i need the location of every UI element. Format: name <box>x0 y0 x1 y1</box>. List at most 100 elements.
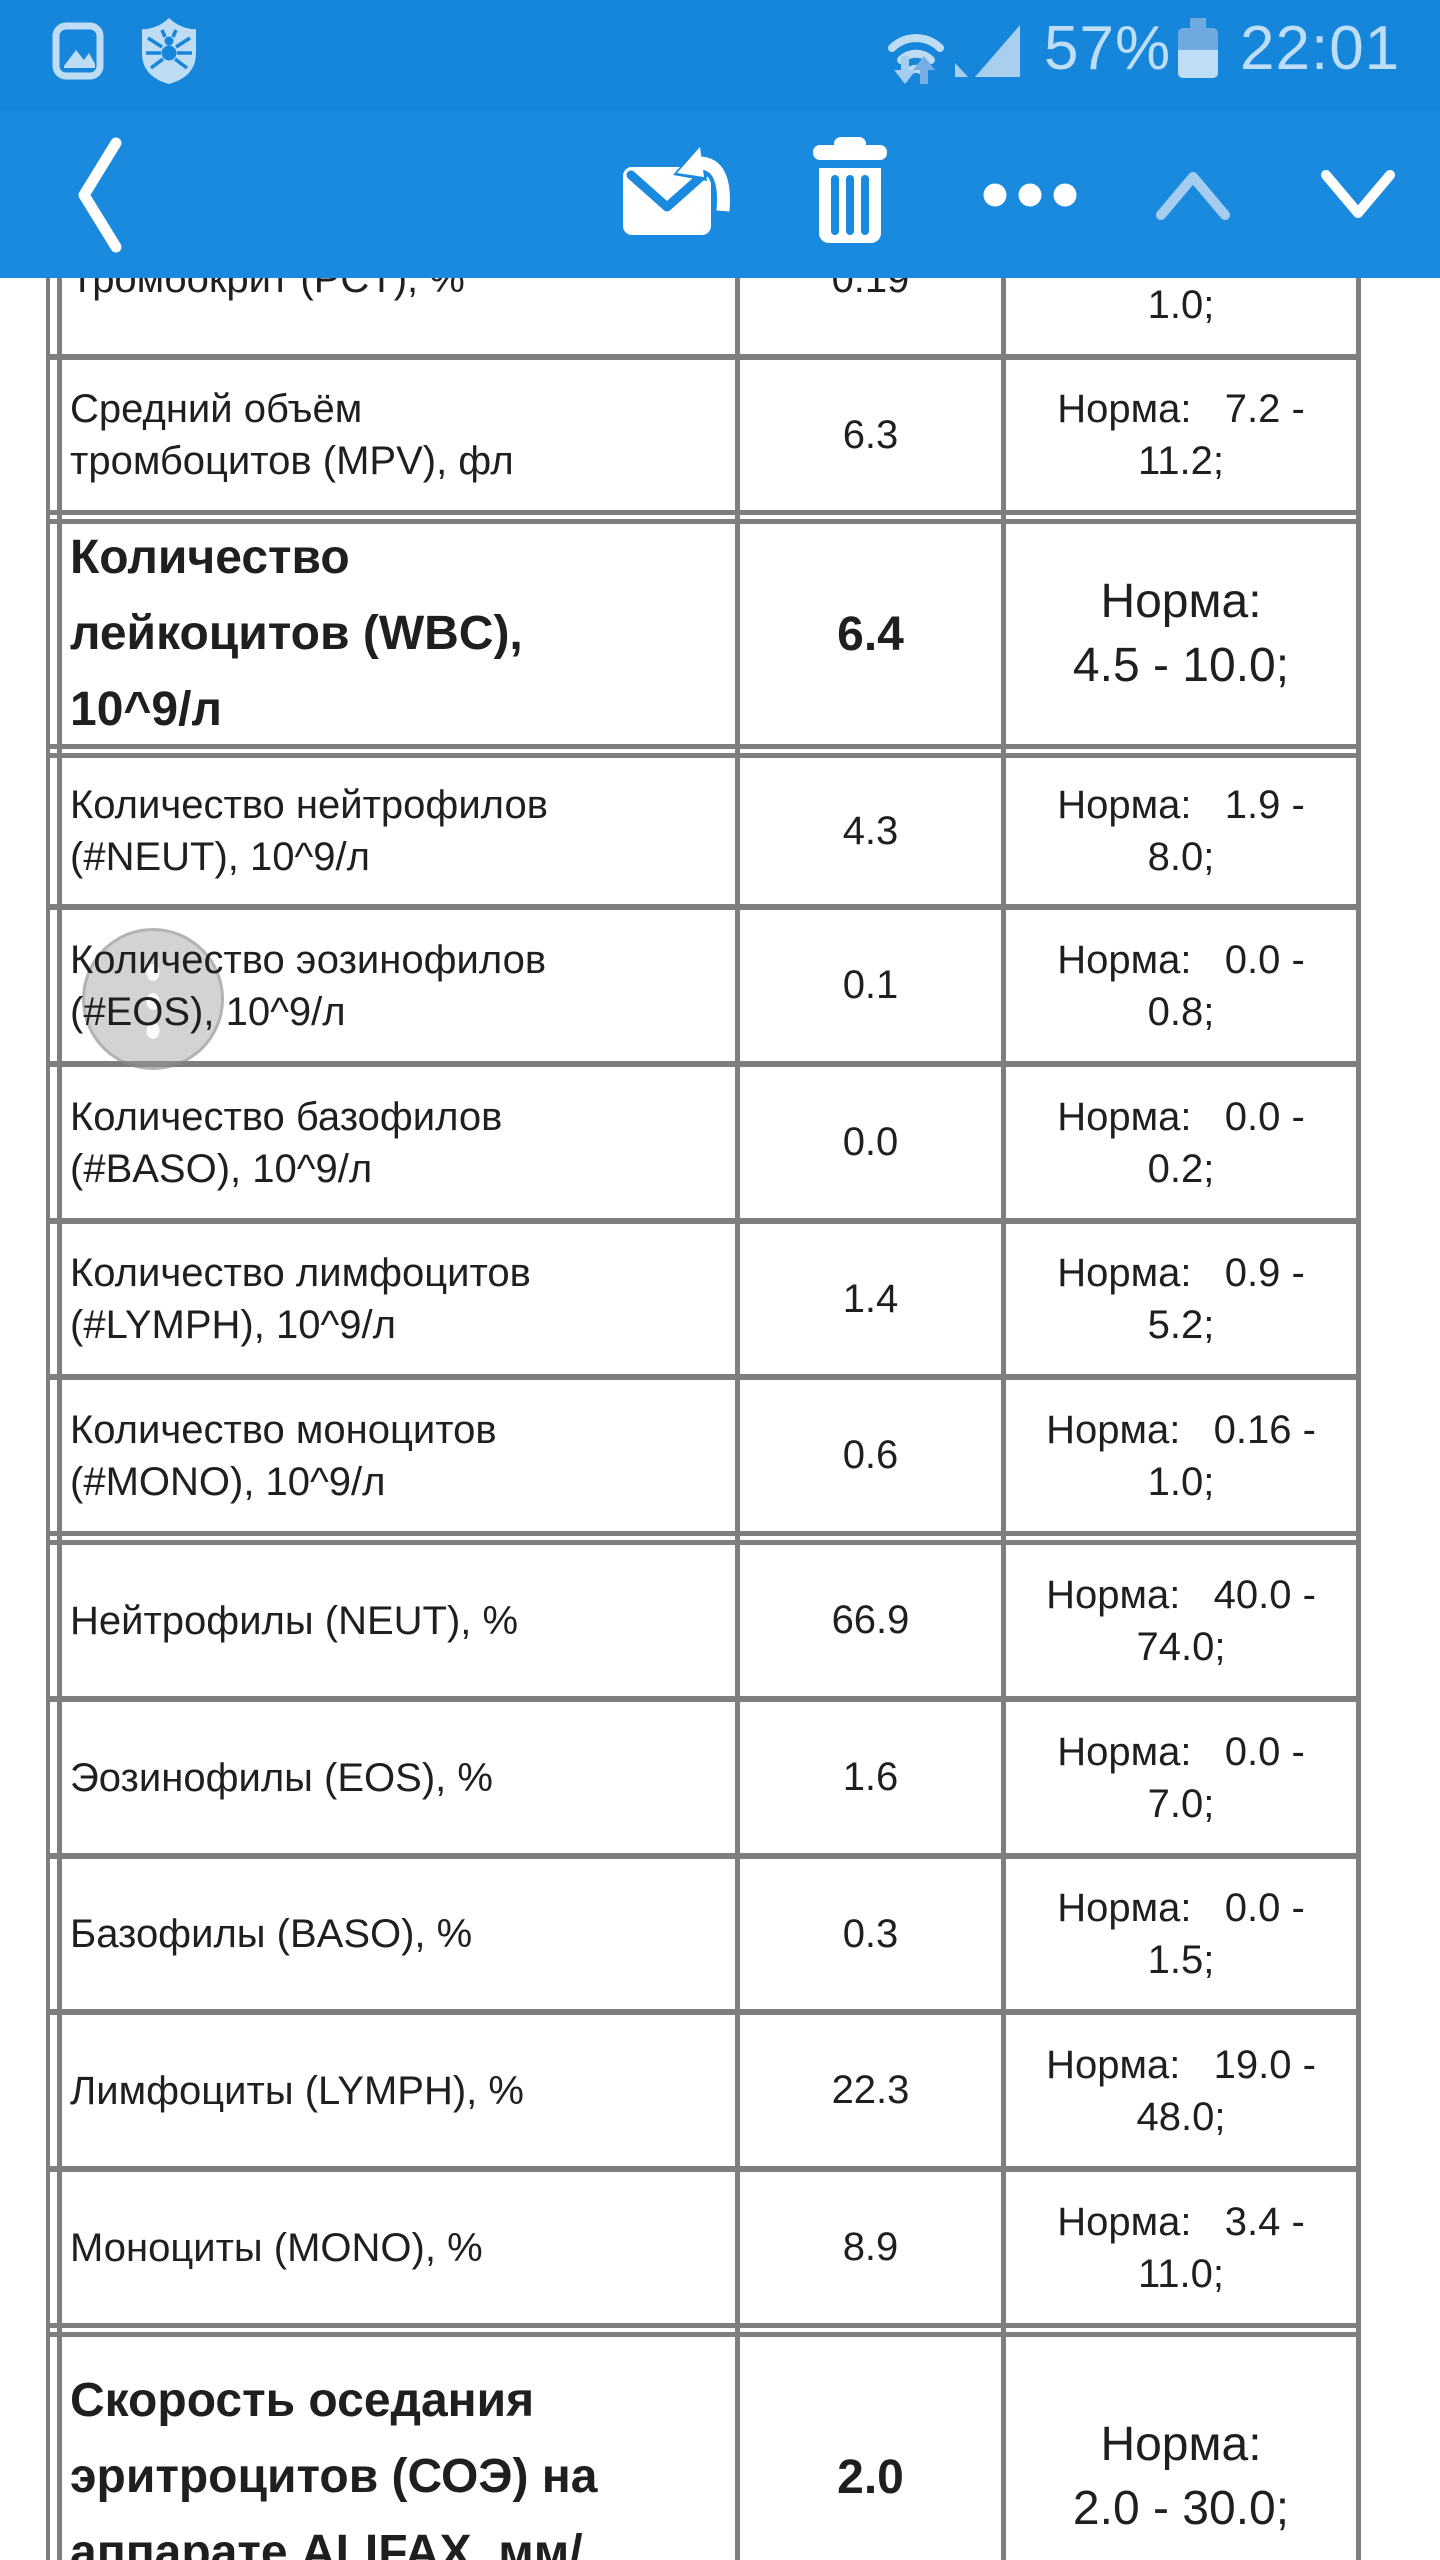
reference-range-cell: Норма: 0.0 - 7.0; <box>1057 1729 1305 1826</box>
result-value-cell: 1.6 <box>842 1755 899 1799</box>
move-to-mail-button[interactable] <box>600 111 750 278</box>
parameter-name-cell: Количество моноцитов (#MONO), 10^9/л <box>70 1407 497 1504</box>
ellipsis-icon <box>983 183 1077 206</box>
chevron-up-icon <box>1155 171 1230 220</box>
cell-signal-icon <box>955 25 1020 77</box>
parameter-name-cell: Моноциты (MONO), % <box>70 2225 483 2270</box>
parameter-name-cell: Количество лейкоцитов (WBC), 10^9/л <box>70 531 523 736</box>
table-row: Эозинофилы (EOS), % 1.6 Норма: 0.0 - 7.0… <box>62 1702 1356 1853</box>
section-divider <box>46 510 1361 524</box>
trash-icon <box>813 136 887 243</box>
result-value-cell: 1.4 <box>842 1276 899 1321</box>
handle-dot <box>146 993 160 1010</box>
reference-range-cell: Норма: 0.16 - 1.0; <box>1046 1407 1316 1504</box>
table-row: Лимфоциты (LYMPH), % 22.3 Норма: 19.0 - … <box>62 2015 1356 2166</box>
parameter-name-cell: Базофилы (BASO), % <box>70 1912 473 1956</box>
drweb-shield-icon <box>142 18 196 84</box>
result-value-cell: 4.3 <box>842 808 899 853</box>
row-divider <box>46 1853 1361 1859</box>
parameter-name-cell: Количество нейтрофилов (#NEUT), 10^9/л <box>70 783 548 879</box>
reference-range-cell: 1.0; <box>1147 283 1215 327</box>
table-row: Количество нейтрофилов (#NEUT), 10^9/л 4… <box>62 758 1356 904</box>
parameter-name-cell: Скорость оседания эритроцитов (СОЭ) на а… <box>70 2374 598 2560</box>
parameter-name-cell: Лимфоциты (LYMPH), % <box>70 2068 524 2113</box>
battery-icon <box>1178 18 1218 78</box>
row-divider <box>46 1218 1361 1224</box>
parameter-name-cell: Количество лимфоцитов (#LYMPH), 10^9/л <box>70 1251 531 1347</box>
result-value-cell: 0.1 <box>842 963 899 1007</box>
result-value-cell: 22.3 <box>831 2068 910 2112</box>
clock: 22:01 <box>1240 14 1401 83</box>
parameter-name-cell: Эозинофилы (EOS), % <box>70 1755 493 1800</box>
parameter-name-cell: Количество эозинофилов (#EOS), 10^9/л <box>70 937 547 1034</box>
row-divider <box>46 2166 1361 2172</box>
parameter-name-cell: Нейтрофилы (NEUT), % <box>70 1598 519 1643</box>
previous-item-button[interactable] <box>1130 111 1255 278</box>
column-separator-2 <box>1001 278 1006 2560</box>
result-value-cell: 6.4 <box>837 607 904 661</box>
status-bar: 57% 22:01 <box>0 0 1440 111</box>
result-value-cell: 0.0 <box>842 1120 899 1164</box>
reference-range-cell: Норма: 4.5 - 10.0; <box>1072 575 1290 692</box>
status-bar-icons <box>52 18 1218 84</box>
row-divider <box>46 354 1361 360</box>
table-row: Тромбокрит (PCT), % 0.19 1.0; <box>0 278 1440 354</box>
reference-range-cell: Норма: 0.9 - 5.2; <box>1057 1251 1305 1347</box>
row-divider <box>46 1696 1361 1702</box>
reference-range-cell: Норма: 40.0 - 74.0; <box>1046 1572 1316 1669</box>
table-right-border <box>1356 278 1361 2560</box>
result-value-cell: 8.9 <box>842 2225 899 2269</box>
reference-range-cell: Норма: 0.0 - 0.8; <box>1057 937 1305 1034</box>
floating-scroll-handle[interactable] <box>82 928 224 1070</box>
table-row: Нейтрофилы (NEUT), % 66.9 Норма: 40.0 - … <box>62 1545 1356 1696</box>
delete-button[interactable] <box>780 111 920 278</box>
row-divider <box>46 1061 1361 1067</box>
table-row: Количество лейкоцитов (WBC), 10^9/л 6.4 … <box>62 524 1356 744</box>
handle-dot <box>146 1022 160 1039</box>
next-item-button[interactable] <box>1295 111 1420 278</box>
column-separator-1 <box>735 278 740 2560</box>
table-row: Моноциты (MONO), % 8.9 Норма: 3.4 - 11.0… <box>62 2172 1356 2323</box>
section-divider <box>46 744 1361 758</box>
reference-range-cell: Норма: 2.0 - 30.0; <box>1072 2418 1290 2535</box>
mail-move-icon <box>623 142 733 235</box>
table-row: Количество лимфоцитов (#LYMPH), 10^9/л 1… <box>62 1224 1356 1374</box>
more-options-button[interactable] <box>960 111 1100 278</box>
reference-range-cell: Норма: 3.4 - 11.0; <box>1057 2199 1305 2296</box>
parameter-name-cell: Средний объём тромбоцитов (MPV), фл <box>70 387 514 483</box>
table-row: Средний объём тромбоцитов (MPV), фл 6.3 … <box>62 360 1356 510</box>
result-value-cell: 0.19 <box>831 278 910 301</box>
chevron-down-icon <box>1320 169 1395 218</box>
result-value-cell: 0.3 <box>842 1911 899 1956</box>
parameter-name-cell: Тромбокрит (PCT), % <box>70 278 465 301</box>
table-row: Скорость оседания эритроцитов (СОЭ) на а… <box>62 2337 1356 2560</box>
back-chevron-icon <box>78 137 122 252</box>
table-outer-left-border <box>46 278 50 2560</box>
reference-range-cell: Норма: 19.0 - 48.0; <box>1046 2042 1316 2139</box>
handle-dot <box>146 964 160 981</box>
table-inner-left-border <box>57 278 62 2560</box>
result-value-cell: 0.6 <box>842 1433 899 1477</box>
wifi-updown-icon <box>888 34 944 84</box>
back-button[interactable] <box>40 111 160 278</box>
result-value-cell: 66.9 <box>831 1598 910 1642</box>
reference-range-cell: Норма: 7.2 - 11.2; <box>1057 387 1305 483</box>
reference-range-cell: Норма: 0.0 - 1.5; <box>1057 1886 1305 1982</box>
parameter-name-cell: Количество базофилов (#BASO), 10^9/л <box>70 1094 503 1191</box>
table-row: Количество базофилов (#BASO), 10^9/л 0.0… <box>62 1067 1356 1218</box>
gallery-icon <box>52 22 104 80</box>
results-table: Тромбокрит (PCT), % 0.19 1.0; Средний об… <box>0 278 1440 2560</box>
row-divider <box>46 2009 1361 2015</box>
result-value-cell: 6.3 <box>842 412 899 457</box>
battery-percent: 57% <box>1044 14 1172 83</box>
section-divider <box>46 2323 1361 2337</box>
section-divider <box>46 1531 1361 1545</box>
table-row: Количество эозинофилов (#EOS), 10^9/л 0.… <box>62 910 1356 1061</box>
reference-range-cell: Норма: 1.9 - 8.0; <box>1057 783 1305 879</box>
reference-range-cell: Норма: 0.0 - 0.2; <box>1057 1094 1305 1191</box>
result-value-cell: 2.0 <box>837 2450 904 2504</box>
table-row: Базофилы (BASO), % 0.3 Норма: 0.0 - 1.5; <box>62 1859 1356 2009</box>
row-divider <box>46 904 1361 910</box>
row-divider <box>46 1374 1361 1380</box>
